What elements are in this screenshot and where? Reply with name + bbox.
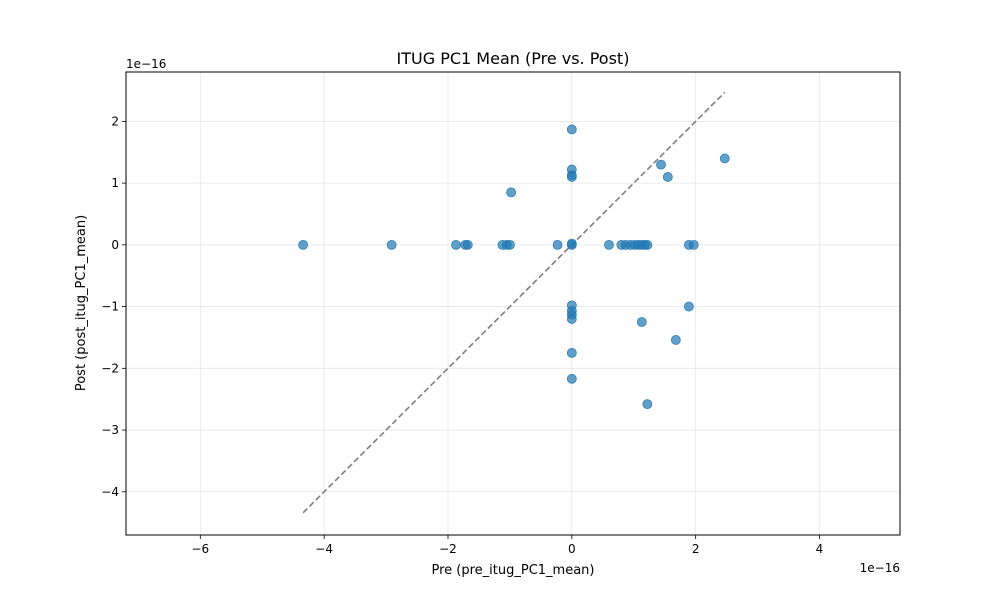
plot-frame xyxy=(125,71,901,536)
data-point xyxy=(506,187,517,198)
data-point xyxy=(662,172,673,182)
x-axis-label: Pre (pre_itug_PC1_mean) xyxy=(431,563,594,578)
data-point xyxy=(552,239,563,250)
x-tick-label: 4 xyxy=(816,542,824,556)
data-point xyxy=(719,153,730,164)
data-point xyxy=(604,239,614,250)
y-tick-label: −1 xyxy=(101,300,119,314)
data-point xyxy=(656,159,666,170)
grid xyxy=(126,72,900,535)
x-tick-label: 0 xyxy=(568,542,576,556)
x-axis-ticks: −6 −4 −2 0 2 4 xyxy=(191,535,823,556)
data-point xyxy=(566,314,577,324)
y-tick-label: −4 xyxy=(101,485,119,499)
y-tick-label: −3 xyxy=(101,423,119,437)
y-tick-label: −2 xyxy=(101,361,119,375)
y-axis-label: Post (post_itug_PC1_mean) xyxy=(74,215,89,391)
data-point xyxy=(386,239,397,250)
data-point xyxy=(688,239,699,250)
y-tick-label: 0 xyxy=(111,238,119,252)
data-point xyxy=(566,172,577,182)
y-axis-ticks: −4 −3 −2 −1 0 1 2 xyxy=(101,114,126,499)
points-layer xyxy=(298,124,730,410)
data-point xyxy=(566,124,577,135)
reference-line xyxy=(302,91,726,514)
data-point xyxy=(451,239,461,250)
data-point xyxy=(642,239,653,250)
x-tick-label: −4 xyxy=(315,542,333,556)
data-point xyxy=(462,239,473,250)
x-tick-label: −2 xyxy=(439,542,457,556)
data-point xyxy=(670,335,681,345)
chart-title: ITUG PC1 Mean (Pre vs. Post) xyxy=(397,49,630,68)
data-point xyxy=(566,373,577,384)
x-tick-label: 2 xyxy=(692,542,700,556)
data-point xyxy=(636,317,647,327)
data-point xyxy=(298,239,308,250)
data-point xyxy=(642,399,653,410)
y-axis-offset-label: 1e−16 xyxy=(126,57,166,71)
data-point xyxy=(566,238,577,249)
reference-line-layer xyxy=(302,91,726,514)
data-point xyxy=(505,239,515,250)
x-axis-offset-label: 1e−16 xyxy=(860,561,900,575)
y-tick-label: 2 xyxy=(111,114,119,128)
y-tick-label: 1 xyxy=(111,176,119,190)
x-tick-label: −6 xyxy=(191,542,209,556)
data-point xyxy=(566,347,577,358)
data-point xyxy=(683,301,694,312)
